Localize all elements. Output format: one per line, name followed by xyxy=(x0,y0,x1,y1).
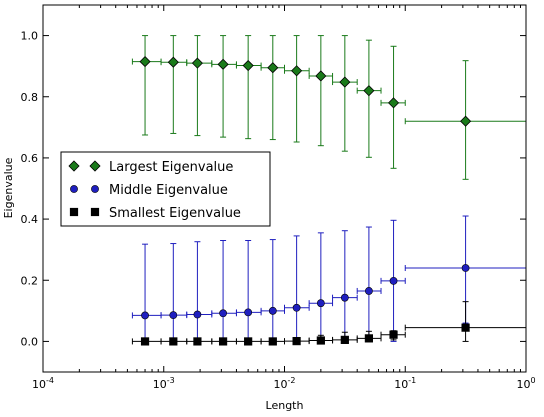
x-tick-label: 10-1 xyxy=(394,376,416,391)
data-point xyxy=(139,56,151,68)
data-point xyxy=(340,293,349,302)
data-point xyxy=(291,65,303,77)
x-axis-label: Length xyxy=(266,399,304,412)
data-point xyxy=(218,337,228,346)
legend-marker xyxy=(89,160,101,172)
y-tick-label: 0.2 xyxy=(21,274,39,287)
data-point xyxy=(169,311,178,320)
data-point xyxy=(292,303,301,312)
data-point xyxy=(461,323,470,332)
data-point xyxy=(141,311,149,320)
series-circle xyxy=(131,215,526,342)
y-tick-label: 0.8 xyxy=(21,91,39,104)
data-point xyxy=(387,97,400,109)
y-tick-label: 1.0 xyxy=(21,30,39,43)
legend: Largest Eigenvalue Middle Eigenvalue Small… xyxy=(60,151,271,227)
data-point xyxy=(268,337,277,346)
y-tick-label: 0.4 xyxy=(21,213,39,226)
x-tick-label: 10-3 xyxy=(153,376,175,391)
data-point xyxy=(267,62,279,74)
legend-marker xyxy=(91,185,99,193)
series-square xyxy=(131,301,526,346)
data-point xyxy=(365,287,373,295)
data-point xyxy=(461,264,470,272)
x-tick-label: 10-4 xyxy=(32,376,54,391)
legend-marker xyxy=(69,207,79,217)
y-tick-label: 0.6 xyxy=(21,152,39,165)
data-point xyxy=(193,337,202,346)
data-point xyxy=(244,337,253,346)
plot-content xyxy=(131,35,526,346)
plot-area xyxy=(131,35,526,346)
data-point xyxy=(315,70,327,82)
data-point xyxy=(219,309,227,318)
y-axis: 0.0 0.2 0.4 0.6 0.8 1.0 xyxy=(21,30,526,348)
data-point xyxy=(140,337,150,346)
legend-label: Middle Eigenvalue xyxy=(109,183,228,198)
data-point xyxy=(292,337,301,346)
data-point xyxy=(242,59,254,72)
data-point xyxy=(316,336,325,345)
data-point xyxy=(217,58,229,70)
legend-marker xyxy=(68,160,80,172)
data-point xyxy=(268,306,277,315)
legend-marker xyxy=(90,207,100,217)
data-point xyxy=(339,76,351,88)
data-point xyxy=(316,299,325,308)
data-point xyxy=(167,56,179,68)
data-point xyxy=(191,57,203,69)
x-axis: 10-4 10-3 10-2 10-1 100 xyxy=(32,5,536,391)
series-diamond xyxy=(131,35,526,180)
data-point xyxy=(363,85,375,97)
data-point xyxy=(169,337,178,346)
y-axis-label: Eigenvalue xyxy=(2,157,15,218)
data-point xyxy=(389,276,398,285)
data-point xyxy=(389,330,398,339)
x-tick-label: 10-2 xyxy=(274,376,296,391)
data-point xyxy=(364,334,374,343)
legend-label: Largest Eigenvalue xyxy=(109,160,233,175)
legend-label: Smallest Eigenvalue xyxy=(109,206,241,221)
data-point xyxy=(244,308,253,317)
data-point xyxy=(193,310,202,319)
y-tick-label: 0.0 xyxy=(21,335,39,348)
legend-marker xyxy=(70,185,78,193)
data-point xyxy=(340,335,349,344)
data-point xyxy=(460,115,472,127)
x-tick-label: 100 xyxy=(516,376,535,391)
